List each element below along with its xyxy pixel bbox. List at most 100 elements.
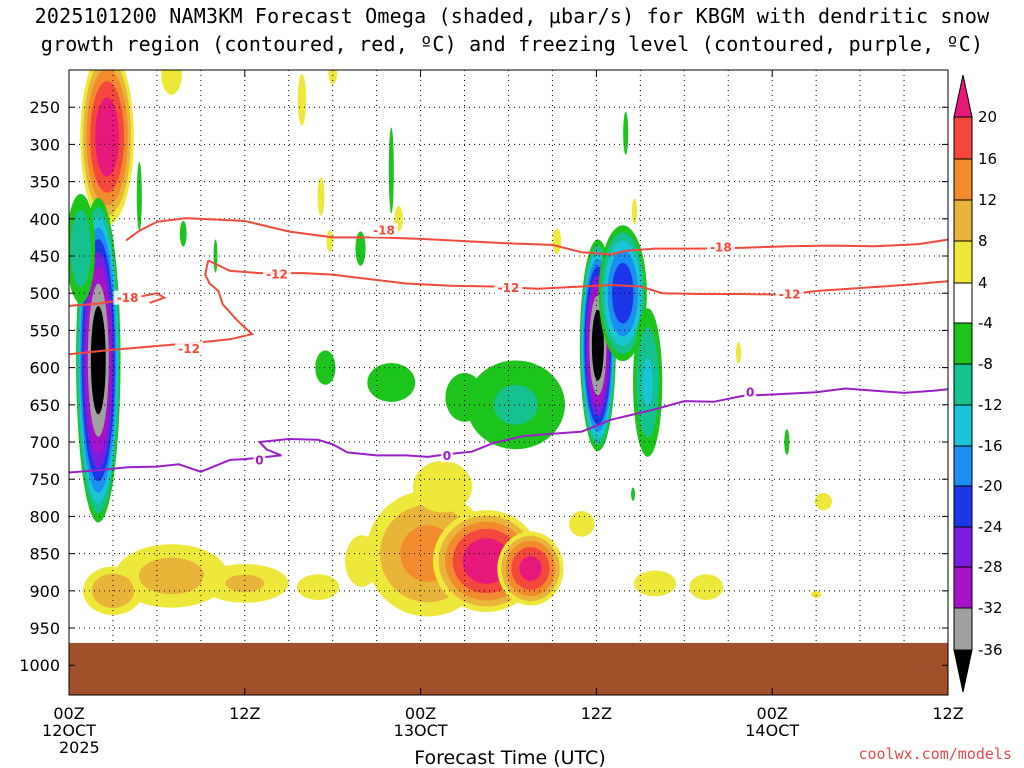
x-tick-label: 14OCT <box>745 721 799 740</box>
x-tick-label: 00Z <box>53 704 84 723</box>
x-tick-label: 12Z <box>581 704 612 723</box>
omega-contour-fill <box>591 310 604 381</box>
omega-cell-12 <box>201 563 289 603</box>
omega-contour-fill <box>784 429 790 455</box>
contour-label-3: -12 <box>266 267 288 281</box>
y-tick-label: 1000 <box>19 656 60 675</box>
contour-minus18 <box>125 217 948 256</box>
colorbar-bin <box>953 566 973 609</box>
chart-title-line-1: 2025101200 NAM3KM Forecast Omega (shaded… <box>34 4 990 28</box>
omega-cell-10 <box>114 544 229 608</box>
contour-minus12_low <box>69 260 255 356</box>
colorbar-bin-bottom <box>953 649 973 693</box>
omega-contour-fill <box>161 70 182 95</box>
omega-contour-fill <box>689 574 724 601</box>
contour-minus12 <box>207 259 948 296</box>
omega-contour-fill <box>552 228 562 255</box>
omega-cell-19 <box>569 510 595 537</box>
omega-cell-29 <box>466 360 565 450</box>
colorbar-label: 16 <box>978 150 997 168</box>
y-tick-label: 750 <box>29 470 60 489</box>
x-tick-label: 13OCT <box>394 721 448 740</box>
contour-label-bg <box>440 448 453 463</box>
omega-contour-fill <box>355 231 366 266</box>
colorbar-label: -12 <box>978 396 1003 414</box>
y-tick-label: 950 <box>29 619 60 638</box>
contour-freezing <box>69 387 948 474</box>
x-tick-label: 12OCT <box>42 721 96 740</box>
colorbar-label: 8 <box>978 232 988 250</box>
omega-contour-fill <box>445 373 484 422</box>
omega-cell-35 <box>355 231 366 266</box>
omega-contour-fill <box>225 574 265 593</box>
contour-layer: -18 -18 -18 -12 -12 -12 -12 0 0 0 <box>69 217 948 474</box>
omega-contour-fill <box>367 363 416 402</box>
y-tick-label: 700 <box>29 433 60 452</box>
y-tick-label: 900 <box>29 582 60 601</box>
y-tick-label: 450 <box>29 247 60 266</box>
omega-contour-fill <box>90 306 106 415</box>
colorbar-label: 20 <box>978 108 997 126</box>
contour-label-0: -18 <box>373 223 395 237</box>
contour-label-1: -18 <box>710 241 732 255</box>
x-tick-label: 12Z <box>229 704 260 723</box>
colorbar-bin <box>953 445 973 487</box>
omega-cell-7 <box>552 228 562 255</box>
y-tick-label: 400 <box>29 210 60 229</box>
colorbar-label: -8 <box>978 355 993 373</box>
omega-cell-20 <box>633 570 677 597</box>
omega-contour-fill <box>70 209 91 288</box>
x-axis-label: Forecast Time (UTC) <box>414 747 605 768</box>
omega-cell-23 <box>811 591 822 598</box>
omega-cell-4 <box>328 70 337 85</box>
contour-label-2: -18 <box>117 291 139 305</box>
omega-contour-fill <box>326 230 334 252</box>
contour-label-bg <box>706 240 735 255</box>
colorbar-bin <box>953 158 973 201</box>
omega-contour-fill <box>95 97 120 177</box>
ground-layer <box>69 642 948 695</box>
omega-contour-fill <box>623 111 629 155</box>
y-tick-label: 800 <box>29 507 60 526</box>
omega-contour-fill <box>493 384 538 425</box>
omega-contour-fill <box>633 570 677 597</box>
omega-cell-37 <box>136 162 142 231</box>
omega-shading-layer <box>69 70 832 617</box>
colorbar-bin <box>953 404 973 447</box>
y-tick-label: 500 <box>29 284 60 303</box>
omega-cell-21 <box>689 574 724 601</box>
contour-label-bg <box>494 280 523 295</box>
omega-contour-fill <box>631 198 638 225</box>
omega-contour-fill <box>328 70 337 85</box>
colorbar-label: -16 <box>978 437 1003 455</box>
colorbar-bin <box>953 526 973 568</box>
omega-cell-8 <box>631 198 638 225</box>
omega-contour-fill <box>315 350 336 385</box>
colorbar-bin <box>953 363 973 406</box>
x-tick-label: 2025 <box>59 738 100 757</box>
y-tick-label: 650 <box>29 396 60 415</box>
y-tick-label: 600 <box>29 359 60 378</box>
site-credit: coolwx.com/models <box>858 745 1012 763</box>
omega-cell-18 <box>412 460 473 513</box>
y-axis: 250 300 350 400 450 500 550 600 650 700 750 800 850 9… <box>19 98 948 675</box>
omega-cell-13 <box>296 574 340 601</box>
omega-contour-fill <box>569 510 595 537</box>
colorbar-bin <box>953 485 973 528</box>
x-tick-label: 00Z <box>405 704 436 723</box>
omega-cell-17 <box>497 531 564 606</box>
colorbar-label: -24 <box>978 518 1003 536</box>
omega-cell-27 <box>598 225 647 362</box>
colorbar-bin <box>953 607 973 651</box>
contour-label-7: 0 <box>255 453 263 467</box>
omega-contour-fill <box>297 73 307 126</box>
contour-label-bg <box>253 452 266 467</box>
contour-label-bg <box>744 385 757 400</box>
omega-contour-fill <box>296 574 340 601</box>
colorbar-bin <box>953 282 973 324</box>
omega-cell-28 <box>633 308 663 457</box>
colorbar-label: -20 <box>978 477 1003 495</box>
omega-contour-fill <box>815 492 832 511</box>
